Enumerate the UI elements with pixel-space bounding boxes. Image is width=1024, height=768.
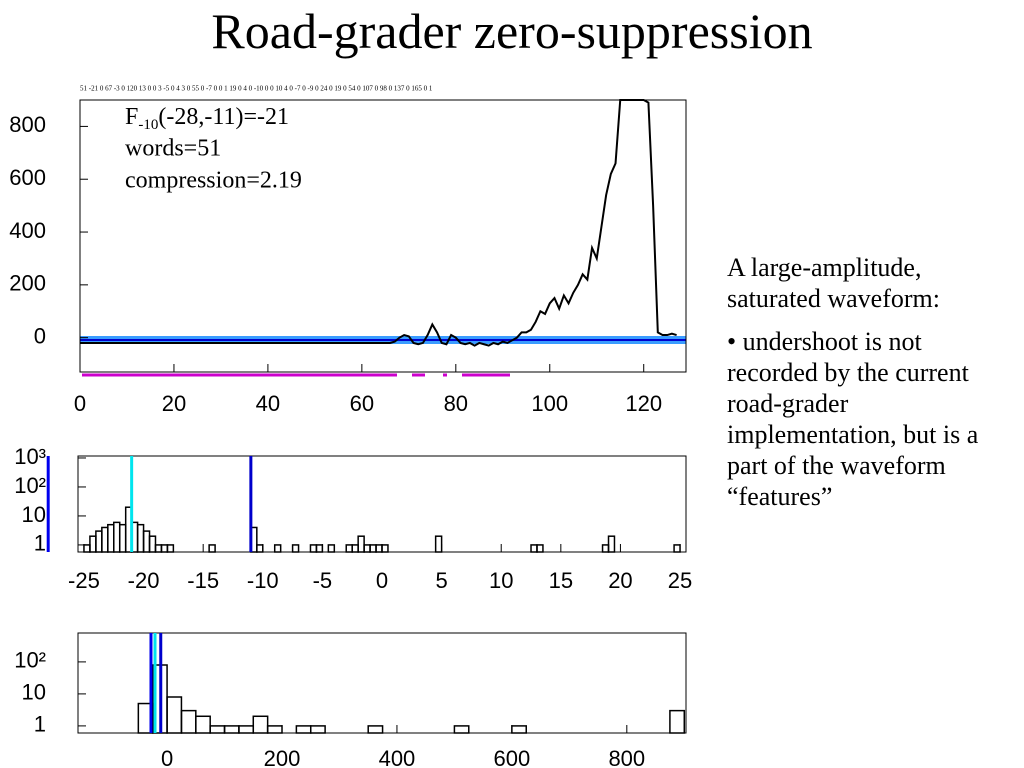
plot-frame [77, 632, 687, 734]
hist-bar [252, 715, 269, 734]
hist-bar [345, 544, 353, 553]
x-tick-label: 100 [531, 391, 568, 416]
hist-bar [315, 544, 324, 553]
y-tick-label: 1 [34, 712, 46, 737]
annotation-part: F [125, 104, 138, 130]
hist-bar [180, 709, 197, 734]
x-tick-label: -5 [313, 568, 333, 593]
x-tick-label: 20 [608, 568, 632, 593]
y-tick-label: 10² [14, 648, 46, 673]
hist-bar [357, 535, 365, 553]
hist-bar [309, 725, 326, 734]
x-tick-label: -10 [247, 568, 279, 593]
y-tick-label: 400 [9, 218, 46, 243]
x-tick-label: 400 [379, 746, 416, 768]
plot-frame [77, 455, 687, 553]
hist-bar [113, 521, 121, 553]
waveform [80, 99, 677, 347]
hist-bar [673, 544, 681, 553]
hist-bar [118, 523, 127, 553]
x-tick-label: 5 [435, 568, 447, 593]
hist-bar [367, 725, 384, 734]
word-dump: 51 -21 0 67 -3 0 120 13 0 0 3 -5 0 4 3 0… [80, 85, 433, 93]
hist-bar [256, 544, 264, 553]
hist-bar [223, 725, 240, 734]
annotation: F-10(-28,-11)=-21 [125, 104, 289, 134]
hist-bar [209, 725, 226, 734]
annotation-part: (-28,-11)=-21 [158, 104, 289, 130]
hist-bar [136, 523, 145, 553]
annotation-subscript: -10 [138, 117, 158, 133]
hist-bar [83, 544, 91, 553]
hist-bar [95, 530, 103, 553]
y-tick-label: 800 [9, 112, 46, 137]
hist-bar [291, 544, 300, 553]
side-paragraph: • undershoot is not recorded by the curr… [727, 327, 979, 511]
x-tick-label: -25 [68, 568, 100, 593]
x-tick-label: 15 [549, 568, 573, 593]
x-tick-label: 60 [350, 391, 374, 416]
x-tick-label: 25 [668, 568, 692, 593]
hist-bar [669, 709, 686, 734]
x-tick-label: 120 [625, 391, 662, 416]
y-tick-label: 1 [34, 531, 46, 556]
hist-bar [363, 544, 371, 553]
hist-bar [273, 544, 282, 553]
x-tick-label: 800 [608, 746, 645, 768]
hist-bar [381, 544, 389, 553]
hist-bar [154, 544, 163, 553]
x-tick-label: 0 [74, 391, 86, 416]
x-tick-label: -15 [187, 568, 219, 593]
slide-title: Road-grader zero-suppression [211, 3, 813, 59]
side-paragraph: A large-amplitude, saturated waveform: [727, 253, 940, 313]
y-tick-label: 10 [22, 502, 46, 527]
x-tick-label: 40 [256, 391, 280, 416]
hist-bar [166, 544, 175, 553]
hist-bar [309, 544, 318, 553]
y-tick-label: 200 [9, 271, 46, 296]
x-tick-label: 10 [489, 568, 513, 593]
hist-bar [148, 535, 157, 553]
hist-bar [369, 544, 377, 553]
hist-bar [89, 535, 97, 553]
y-tick-label: 10³ [14, 444, 46, 469]
hist-bar [530, 544, 538, 553]
hist-bar [453, 725, 470, 734]
y-tick-label: 10² [14, 473, 46, 498]
hist-bar [208, 544, 216, 553]
annotation: words=51 [125, 136, 221, 162]
x-tick-label: -20 [128, 568, 160, 593]
x-tick-label: 0 [376, 568, 388, 593]
y-tick-label: 0 [34, 323, 46, 348]
hist-bar [160, 544, 169, 553]
hist-bar [238, 725, 255, 734]
hist-bar [166, 696, 183, 734]
hist-bar [511, 725, 527, 734]
side-text: A large-amplitude, saturated waveform: •… [727, 252, 1019, 524]
y-tick-label: 600 [9, 165, 46, 190]
plot-frame [79, 99, 687, 373]
x-tick-label: 600 [494, 746, 531, 768]
hist-bar [295, 725, 312, 734]
hist-bar [536, 544, 544, 553]
hist-bar [101, 526, 109, 553]
annotation: compression=2.19 [125, 168, 302, 194]
hist-bar [327, 544, 336, 553]
x-tick-label: 80 [444, 391, 468, 416]
hist-bar [107, 523, 115, 553]
hist-bar [195, 715, 211, 734]
hist-bar [601, 544, 610, 553]
hist-bar [266, 725, 283, 734]
hist-bar [607, 535, 616, 553]
hist-bar [434, 535, 443, 553]
y-tick-label: 10 [22, 680, 46, 705]
hist-bar [351, 544, 359, 553]
x-tick-label: 200 [264, 746, 301, 768]
hist-bar [142, 530, 151, 553]
x-tick-label: 0 [161, 746, 173, 768]
hist-bar [375, 544, 383, 553]
x-tick-label: 20 [162, 391, 186, 416]
